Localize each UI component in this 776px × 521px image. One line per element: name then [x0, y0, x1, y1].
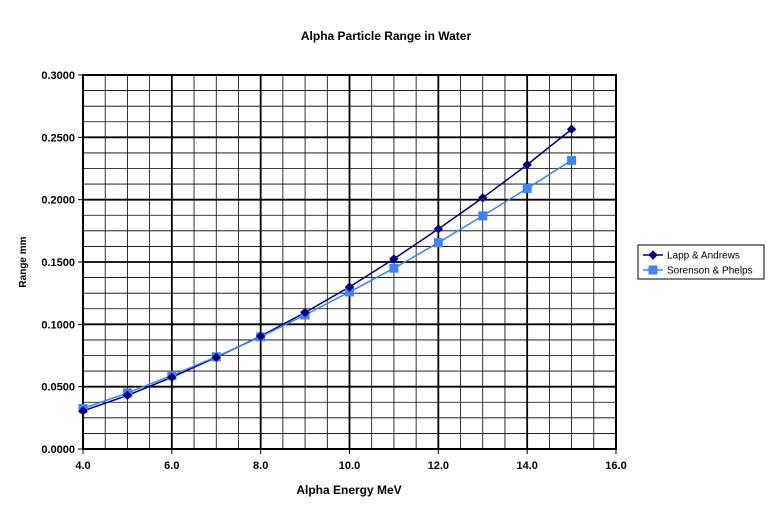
x-axis-title: Alpha Energy MeV	[296, 483, 401, 497]
data-point	[389, 263, 399, 273]
legend-label: Sorenson & Phelps	[667, 266, 753, 277]
x-tick-label: 12.0	[428, 460, 449, 472]
y-axis-title: Range mm	[18, 236, 29, 287]
legend: Lapp & Andrews Sorenson & Phelps	[637, 244, 765, 280]
data-point	[211, 352, 221, 363]
y-tick-label: 0.1500	[41, 257, 75, 269]
y-tick-label: 0.2000	[41, 195, 75, 207]
y-tick-label: 0.0000	[41, 444, 75, 456]
y-tick-label: 0.3000	[41, 70, 75, 82]
data-point	[344, 282, 355, 292]
y-axis-ticks: 0.0000 0.0500 0.1000 0.1500 0.2000 0.2500 0.30…	[41, 70, 83, 456]
x-tick-label: 8.0	[253, 460, 268, 472]
legend-swatch-marker	[648, 250, 658, 260]
data-point	[566, 124, 577, 134]
data-point	[433, 224, 444, 234]
data-point	[78, 406, 88, 416]
x-tick-label: 10.0	[339, 460, 360, 472]
x-tick-label: 6.0	[164, 460, 179, 472]
x-tick-label: 4.0	[75, 460, 90, 472]
data-point	[433, 238, 443, 248]
legend-box	[637, 244, 765, 280]
data-point	[300, 307, 310, 318]
y-tick-label: 0.0500	[41, 382, 75, 394]
data-point	[255, 331, 266, 341]
x-tick-label: 14.0	[516, 460, 537, 472]
data-point	[478, 211, 488, 221]
data-point	[478, 193, 488, 203]
y-tick-label: 0.1000	[41, 319, 75, 331]
series-lines	[82, 128, 573, 412]
series-markers	[78, 124, 577, 416]
data-point	[389, 254, 399, 264]
x-axis-ticks: 4.0 6.0 8.0 10.0 12.0 14.0 16.0	[75, 449, 627, 472]
legend-label: Lapp & Andrews	[667, 251, 740, 262]
data-point	[567, 155, 577, 165]
x-tick-label: 16.0	[605, 460, 626, 472]
legend-swatch-marker	[648, 265, 658, 275]
data-point	[522, 183, 532, 193]
data-point	[167, 372, 177, 383]
legend-items: Lapp & Andrews Sorenson & Phelps	[643, 250, 753, 277]
data-point	[122, 390, 133, 401]
chart-title: Alpha Particle Range in Water	[301, 29, 472, 43]
y-tick-label: 0.2500	[41, 132, 75, 144]
series-line-1	[82, 159, 572, 410]
data-point	[522, 160, 532, 170]
series-line-0	[82, 128, 573, 412]
